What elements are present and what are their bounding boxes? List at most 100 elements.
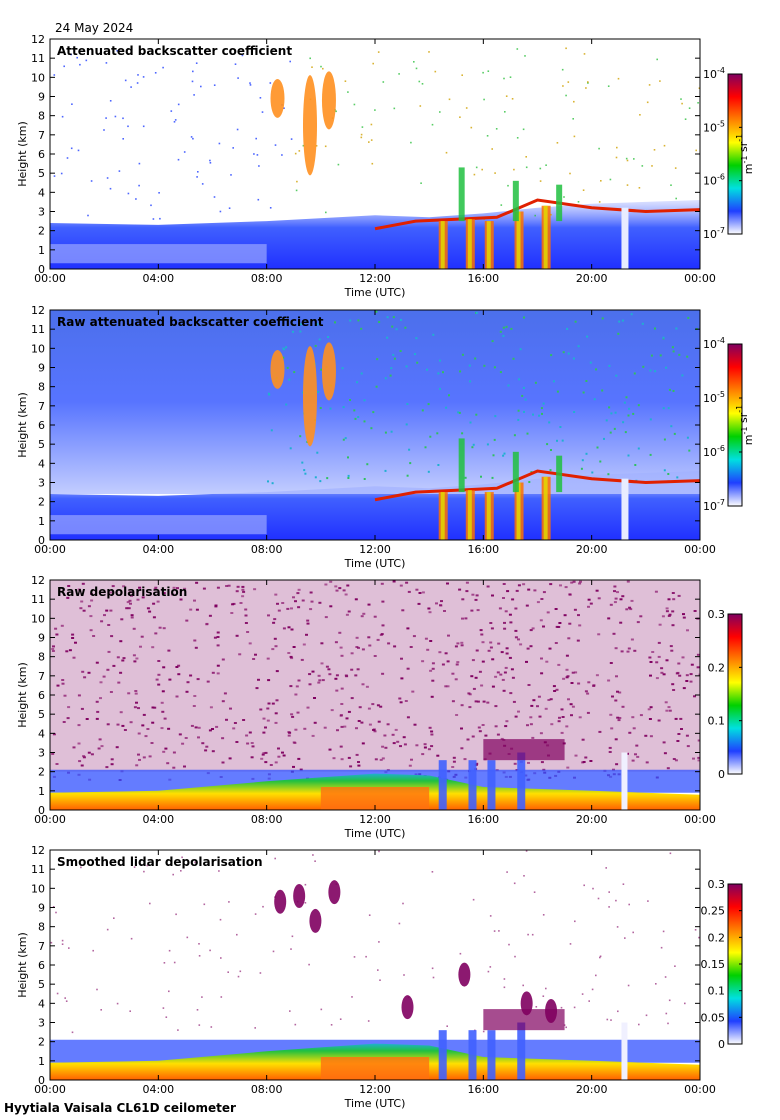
- noise-speck: [523, 875, 525, 877]
- noise-speck: [514, 955, 516, 958]
- colorbar-tick-label: 0.05: [701, 1011, 726, 1024]
- noise-speck: [673, 432, 676, 435]
- noise-speck: [458, 411, 461, 414]
- cirrus-cloud: [321, 342, 336, 401]
- noise-speck: [647, 900, 649, 902]
- y-tick-label: 8: [38, 651, 45, 664]
- colorbar-gradient: [727, 343, 743, 507]
- noise-speck: [289, 447, 292, 450]
- noise-speck: [382, 81, 385, 83]
- noise-speck: [615, 374, 618, 377]
- noise-speck: [105, 62, 108, 64]
- noise-speck: [201, 183, 204, 185]
- y-tick-label: 2: [38, 766, 45, 779]
- noise-speck: [407, 996, 410, 999]
- x-tick-label: 04:00: [142, 543, 174, 556]
- noise-speck: [165, 1016, 168, 1018]
- noise-speck: [377, 51, 380, 53]
- noise-speck: [524, 398, 527, 401]
- noise-speck: [618, 320, 621, 323]
- cloud-top-band: [483, 739, 565, 761]
- noise-speck: [341, 367, 344, 370]
- noise-speck: [353, 409, 356, 412]
- noise-speck: [586, 335, 589, 338]
- noise-speck: [461, 74, 463, 76]
- noise-speck: [183, 151, 186, 153]
- noise-speck: [399, 350, 402, 352]
- noise-speck: [274, 144, 277, 146]
- noise-speck: [663, 438, 666, 441]
- ice-cloud: [293, 884, 306, 908]
- noise-speck: [219, 918, 222, 921]
- noise-speck: [499, 371, 502, 374]
- noise-speck: [213, 196, 216, 198]
- noise-speck: [459, 370, 462, 373]
- y-tick-label: 12: [31, 304, 45, 317]
- noise-speck: [495, 128, 498, 130]
- noise-speck: [384, 431, 387, 434]
- x-axis-label: Time (UTC): [344, 557, 406, 570]
- noise-speck: [66, 157, 69, 159]
- noise-speck: [491, 340, 494, 343]
- noise-speck: [386, 316, 389, 319]
- precip-core: [467, 219, 472, 269]
- noise-speck: [390, 367, 393, 370]
- noise-speck: [482, 1030, 485, 1033]
- colorbar-tick-label: 0.3: [708, 608, 726, 621]
- noise-speck: [550, 213, 552, 216]
- midday-core: [320, 787, 430, 810]
- noise-speck: [674, 965, 676, 967]
- noise-speck: [698, 936, 700, 939]
- noise-speck: [316, 323, 319, 326]
- noise-speck: [469, 421, 472, 424]
- colorbar-tick-label: 10-4: [703, 336, 725, 351]
- noise-speck: [573, 1006, 576, 1009]
- precip-shaft: [438, 760, 447, 810]
- noise-speck: [581, 993, 584, 995]
- noise-speck: [304, 472, 307, 475]
- noise-speck: [198, 943, 200, 945]
- noise-speck: [304, 883, 307, 886]
- noise-speck: [76, 56, 78, 59]
- colorbar-tick-label: 10-5: [703, 390, 725, 405]
- noise-speck: [116, 50, 118, 52]
- noise-speck: [598, 147, 600, 150]
- noise-speck: [628, 407, 631, 410]
- noise-speck: [92, 949, 94, 952]
- noise-speck: [296, 900, 299, 903]
- noise-speck: [349, 319, 352, 322]
- x-tick-label: 20:00: [576, 543, 608, 556]
- noise-speck: [549, 469, 552, 472]
- noise-speck: [316, 451, 319, 454]
- noise-speck: [494, 415, 497, 418]
- noise-speck: [270, 429, 273, 432]
- noise-speck: [499, 330, 502, 333]
- noise-speck: [591, 988, 594, 991]
- y-tick-label: 3: [38, 206, 45, 219]
- y-tick-label: 3: [38, 747, 45, 760]
- noise-speck: [210, 1026, 213, 1028]
- noise-speck: [518, 378, 521, 381]
- noise-speck: [285, 346, 288, 349]
- noise-speck: [649, 453, 652, 456]
- x-tick-label: 08:00: [251, 1083, 283, 1096]
- plot-area-2: [50, 310, 700, 540]
- noise-speck: [651, 165, 653, 167]
- noise-speck: [152, 218, 155, 220]
- y-tick-label: 11: [31, 52, 45, 65]
- noise-speck: [533, 891, 536, 893]
- noise-speck: [614, 411, 617, 414]
- noise-speck: [653, 149, 656, 151]
- noise-speck: [675, 197, 677, 200]
- noise-speck: [124, 79, 127, 82]
- noise-speck: [459, 952, 462, 955]
- noise-speck: [374, 109, 376, 111]
- noise-speck: [616, 146, 618, 149]
- noise-speck: [290, 948, 292, 950]
- noise-speck: [342, 406, 345, 409]
- noise-speck: [298, 150, 301, 152]
- noise-speck: [377, 969, 379, 971]
- noise-speck: [654, 327, 656, 330]
- noise-speck: [548, 421, 551, 424]
- noise-speck: [274, 857, 276, 860]
